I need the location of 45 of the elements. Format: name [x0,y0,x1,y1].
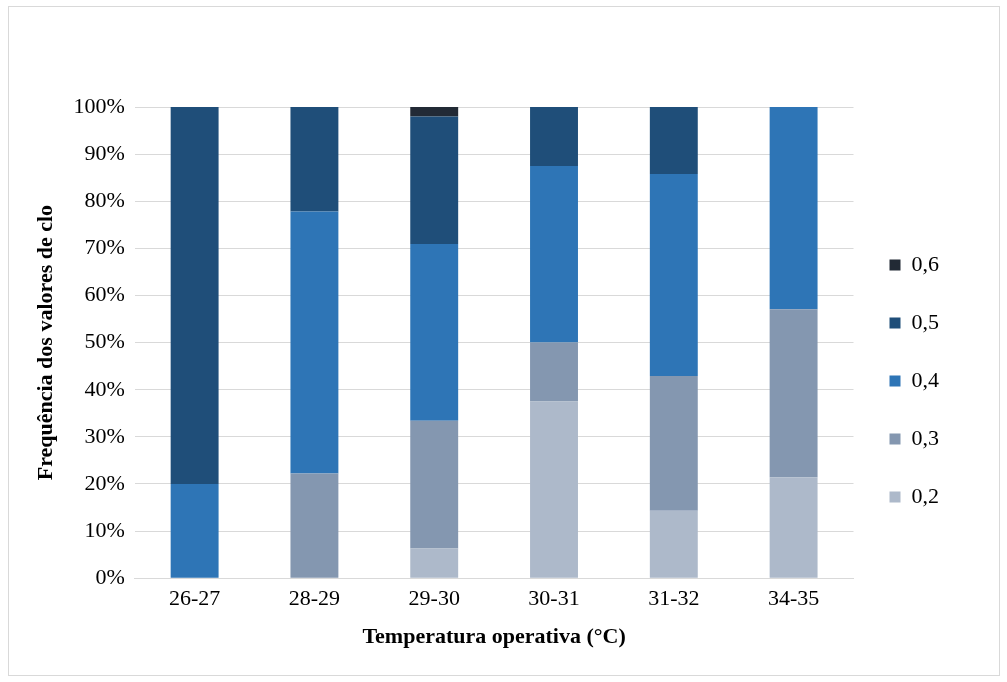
bar [410,244,459,421]
y-tick-label: 100% [73,92,125,118]
x-tick-label: 29-30 [408,585,460,611]
bar [410,548,459,578]
y-tick-label: 90% [84,139,125,165]
bar [290,473,339,578]
legend-label: 0,5 [911,308,939,334]
bar [769,107,818,310]
bar [290,211,339,474]
y-tick-label: 60% [84,281,125,307]
y-tick-label: 0% [95,563,125,589]
y-tick-label: 50% [84,328,125,354]
bar [649,173,698,377]
y-axis-title: Frequência dos valores de clo [31,204,57,481]
x-tick-label: 28-29 [288,585,341,611]
x-axis-title: Temperatura operativa (°C) [362,623,626,649]
bar [649,510,698,578]
bar [530,342,578,402]
y-tick-label: 40% [84,375,125,401]
bar [410,107,459,117]
bar [769,477,818,578]
y-tick-label: 20% [84,469,125,495]
x-tick-label: 30-31 [528,585,580,611]
bar [410,116,459,245]
legend-label: 0,6 [911,250,939,276]
bar [170,107,219,484]
y-tick-label: 10% [84,516,125,542]
x-tick-label: 26-27 [168,585,221,611]
bar [530,401,578,578]
bar [649,376,698,511]
y-tick-label: 30% [84,422,125,448]
bar [530,165,578,343]
bar [769,309,818,478]
bar [170,483,219,578]
y-tick-label: 70% [84,234,125,260]
legend-label: 0,2 [911,482,939,508]
y-tick-label: 80% [84,187,125,213]
legend-label: 0,4 [911,366,939,392]
bar [410,420,459,549]
legend-label: 0,3 [911,424,939,450]
bar [290,107,339,212]
x-tick-label: 31-32 [648,585,700,611]
bar [649,107,698,174]
bar [530,107,578,166]
x-tick-label: 34-35 [767,585,820,611]
